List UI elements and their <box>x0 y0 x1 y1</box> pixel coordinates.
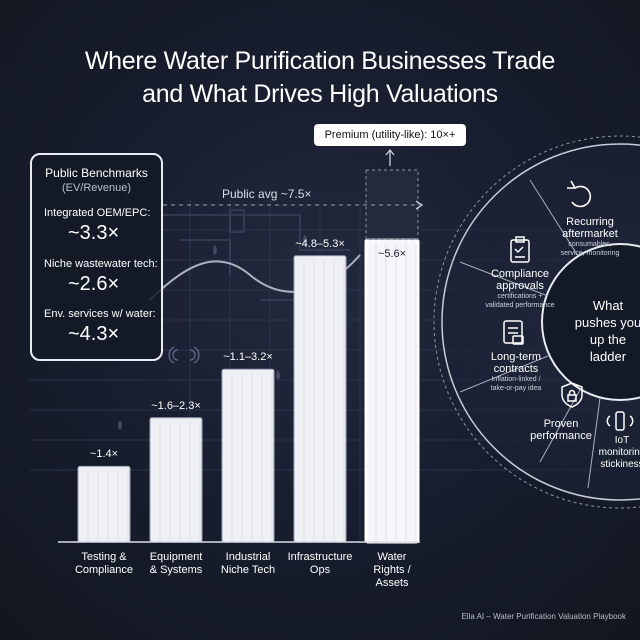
driver-title: stickiness <box>600 459 640 470</box>
driver-title: Proven <box>543 418 579 430</box>
driver-title: performance <box>530 430 592 442</box>
driver-title: aftermarket <box>562 228 618 240</box>
signal-icon <box>168 346 200 364</box>
category-label: Water Rights / Assets <box>373 551 411 589</box>
bar-value-label: ~1.1–3.2× <box>223 351 273 364</box>
clipboard-check-icon <box>510 236 530 263</box>
benchmark-label: Niche wastewater tech: <box>44 258 158 270</box>
contract-icon <box>503 320 524 345</box>
driver-sub: Inflation-linked / <box>491 376 541 383</box>
benchmark-value: ~3.3× <box>68 222 120 244</box>
refresh-icon <box>567 180 592 208</box>
wheel-inner-ring <box>541 243 640 401</box>
driver-title: IoT <box>614 435 630 446</box>
page-title: Where Water Purification Businesses Trad… <box>0 45 640 111</box>
benchmarks-subtitle: (EV/Revenue) <box>61 182 132 194</box>
driver-title: contracts <box>493 363 539 375</box>
driver-sub: service, monitoring <box>560 250 620 257</box>
title-line-2: and What Drives High Valuations <box>142 79 498 108</box>
driver-title: Compliance <box>490 268 550 280</box>
driver-sub: take-or-pay idea <box>490 385 542 392</box>
wheel-center-text: What pushes you up the ladder <box>574 298 640 364</box>
bar-value-label: ~1.4× <box>89 448 119 461</box>
avg-arrow-icon <box>415 200 424 210</box>
driver-sub: validated performance <box>485 302 555 309</box>
driver-title: approvals <box>496 280 544 292</box>
bar-value-label: ~4.8–5.3× <box>295 237 345 250</box>
premium-label: Premium (utility-like): 10×+ <box>314 124 466 146</box>
premium-arrow-icon <box>385 148 395 166</box>
driver-contracts: Long-term contracts Inflation-linked / t… <box>472 351 560 393</box>
driver-title: Recurring <box>566 216 614 228</box>
benchmark-label: Env. services w/ water: <box>44 308 156 320</box>
bar-value-label: ~5.6× <box>377 247 407 260</box>
category-label: Testing & Compliance <box>74 551 134 576</box>
public-benchmarks-panel: Public Benchmarks (EV/Revenue) Integrate… <box>30 153 163 361</box>
bar-value-label: ~1.6–2.3× <box>151 399 201 412</box>
benchmarks-title: Public Benchmarks <box>45 166 148 180</box>
footer-credit: Ella AI – Water Purification Valuation P… <box>461 612 626 621</box>
category-label: Industrial Niche Tech <box>220 551 276 576</box>
driver-performance: Proven performance <box>526 418 596 442</box>
driver-sub: certifications + <box>497 293 543 300</box>
driver-title: Long-term <box>490 351 542 363</box>
driver-title: monitoring <box>598 447 640 458</box>
benchmark-label: Integrated OEM/EPC: <box>44 207 151 219</box>
shield-lock-icon <box>561 382 583 408</box>
driver-iot: IoT monitoring stickiness <box>596 435 640 471</box>
title-line-1: Where Water Purification Businesses Trad… <box>84 46 556 75</box>
driver-recurring: Recurring aftermarket consumables, servi… <box>540 216 640 258</box>
iot-device-icon <box>606 411 634 431</box>
public-avg-label: Public avg ~7.5× <box>222 187 312 201</box>
category-label: Equipment & Systems <box>149 551 203 576</box>
driver-compliance: Compliance approvals certifications + va… <box>476 268 564 310</box>
wheel-outer-ring-2 <box>433 135 640 509</box>
benchmark-value: ~2.6× <box>68 273 120 295</box>
driver-sub: consumables, <box>568 241 612 248</box>
category-label: Infrastructure Ops <box>287 551 353 576</box>
benchmark-value: ~4.3× <box>68 323 120 345</box>
